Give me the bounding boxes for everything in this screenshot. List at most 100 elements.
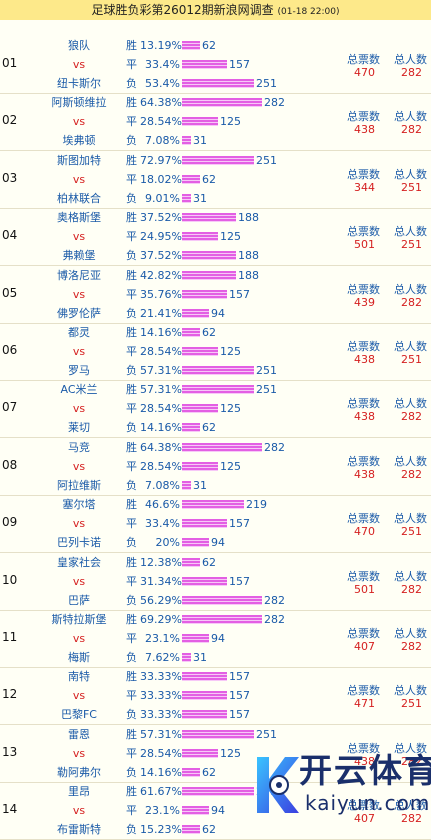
loss-row: 负 15.23% 62: [126, 820, 216, 839]
survey-title-bar: 足球胜负彩第26012期新浪网调查 (01-18 22:00): [0, 0, 431, 20]
loss-count: 94: [211, 306, 225, 320]
win-label: 胜: [126, 211, 137, 225]
draw-row: 平 18.02% 62: [126, 170, 216, 189]
draw-count: 125: [220, 459, 241, 473]
draw-bar: [182, 634, 209, 643]
total-people-label: 总人数: [394, 799, 427, 813]
loss-count: 31: [193, 651, 207, 664]
total-people-label: 总人数: [394, 167, 427, 181]
match-number: 08: [2, 457, 18, 472]
win-label: 胜: [126, 39, 137, 52]
total-votes-label: 总票数: [347, 225, 380, 239]
loss-percent: 33.33%: [140, 708, 182, 722]
loss-count: 251: [256, 364, 277, 377]
draw-percent: 28.54%: [140, 402, 182, 416]
win-percent: 57.31%: [140, 383, 182, 397]
win-percent: 37.52%: [140, 211, 182, 225]
loss-row: 负 56.29% 282: [126, 591, 285, 610]
draw-label: 平: [126, 689, 137, 703]
loss-row: 负 14.16% 62: [126, 763, 216, 782]
loss-count: 31: [193, 134, 207, 148]
total-votes-value: 471: [354, 697, 375, 711]
draw-percent: 24.95%: [140, 230, 182, 244]
draw-label: 平: [126, 58, 137, 71]
draw-bar: [182, 806, 209, 816]
win-row: 胜 12.38% 62: [126, 553, 216, 572]
win-percent: 57.31%: [140, 727, 182, 741]
row-divider: [0, 322, 431, 324]
loss-row: 负 37.52% 188: [126, 246, 259, 265]
total-people-label: 总人数: [394, 684, 427, 698]
row-divider: [0, 494, 431, 496]
total-people-label: 总人数: [394, 627, 427, 640]
total-votes-value: 344: [354, 180, 375, 194]
total-people-value: 282: [401, 640, 422, 653]
home-team: 斯图加特: [57, 153, 101, 167]
draw-bar: [182, 289, 227, 299]
loss-percent: 56.29%: [140, 593, 182, 607]
win-row: 胜 64.38% 282: [126, 438, 285, 457]
loss-label: 负: [126, 249, 137, 263]
match-row: 12 南特 vs 巴黎FC 胜 33.33% 157 平 33.33% 157 负 33.33% 157…: [0, 668, 431, 726]
win-count: 251: [256, 153, 277, 167]
draw-percent: 23.1%: [145, 804, 180, 818]
away-team: 勒阿弗尔: [57, 765, 101, 779]
match-number: 06: [2, 343, 18, 357]
survey-title: 足球胜负彩第26012期新浪网调查: [91, 3, 274, 17]
loss-label: 负: [126, 478, 137, 492]
vs-label: vs: [72, 172, 86, 186]
loss-percent: 7.08%: [145, 478, 180, 492]
win-percent: 14.16%: [140, 326, 182, 339]
row-divider: [0, 609, 431, 611]
draw-label: 平: [126, 402, 137, 416]
loss-bar: [182, 423, 200, 433]
survey-timestamp: (01-18 22:00): [277, 7, 340, 17]
vs-label: vs: [72, 402, 86, 416]
total-people-label: 总人数: [394, 454, 427, 468]
loss-row: 负 21.41% 94: [126, 304, 225, 323]
loss-label: 负: [126, 134, 137, 148]
win-label: 胜: [126, 153, 137, 167]
loss-count: 188: [238, 249, 259, 263]
loss-percent: 37.52%: [140, 249, 182, 263]
away-team: 弗赖堡: [62, 249, 96, 263]
loss-count: 31: [193, 191, 207, 205]
vs-label: vs: [72, 230, 86, 244]
win-row: 胜 61.67% 251: [126, 782, 277, 801]
loss-row: 负 20% 94: [126, 533, 225, 552]
loss-bar: [182, 308, 209, 318]
win-row: 胜 69.29% 282: [126, 610, 285, 629]
win-percent: 46.6%: [145, 498, 180, 512]
match-number: 05: [2, 285, 18, 300]
match-row: 08 马竞 vs 阿拉维斯 胜 64.38% 282 平 28.54% 125 负 7.08% 31 总票…: [0, 439, 431, 496]
total-people-label: 总人数: [394, 569, 427, 583]
draw-label: 平: [126, 345, 137, 358]
loss-row: 负 7.08% 31: [126, 131, 207, 150]
total-people-value: 251: [401, 525, 422, 539]
loss-bar: [182, 538, 209, 548]
draw-bar: [182, 117, 218, 127]
draw-count: 125: [220, 402, 241, 416]
win-percent: 42.82%: [140, 268, 182, 282]
away-team: 纽卡斯尔: [57, 77, 101, 90]
win-count: 282: [264, 613, 285, 626]
win-bar: [182, 328, 200, 337]
home-team: 阿斯顿维拉: [51, 96, 107, 110]
win-row: 胜 13.19% 62: [126, 36, 216, 55]
win-percent: 72.97%: [140, 153, 182, 167]
win-row: 胜 57.31% 251: [126, 725, 277, 744]
win-row: 胜 37.52% 188: [126, 208, 259, 227]
match-row: 09 塞尔塔 vs 巴列卡诺 胜 46.6% 219 平 33.4% 157 负 20% 94 总票数 总人…: [0, 496, 431, 554]
loss-label: 负: [126, 191, 137, 205]
match-number: 02: [2, 113, 18, 128]
win-count: 62: [202, 555, 216, 569]
match-row: 03 斯图加特 vs 柏林联合 胜 72.97% 251 平 18.02% 62 负 9.01% 31 总…: [0, 152, 431, 209]
away-team: 巴列卡诺: [57, 536, 101, 550]
draw-count: 125: [220, 746, 241, 760]
draw-row: 平 28.54% 125: [126, 342, 241, 361]
total-votes-value: 470: [354, 525, 375, 539]
loss-count: 157: [229, 708, 250, 722]
total-people-value: 282: [401, 123, 422, 137]
total-people-label: 总人数: [394, 512, 427, 526]
total-votes-label: 总票数: [347, 627, 380, 640]
